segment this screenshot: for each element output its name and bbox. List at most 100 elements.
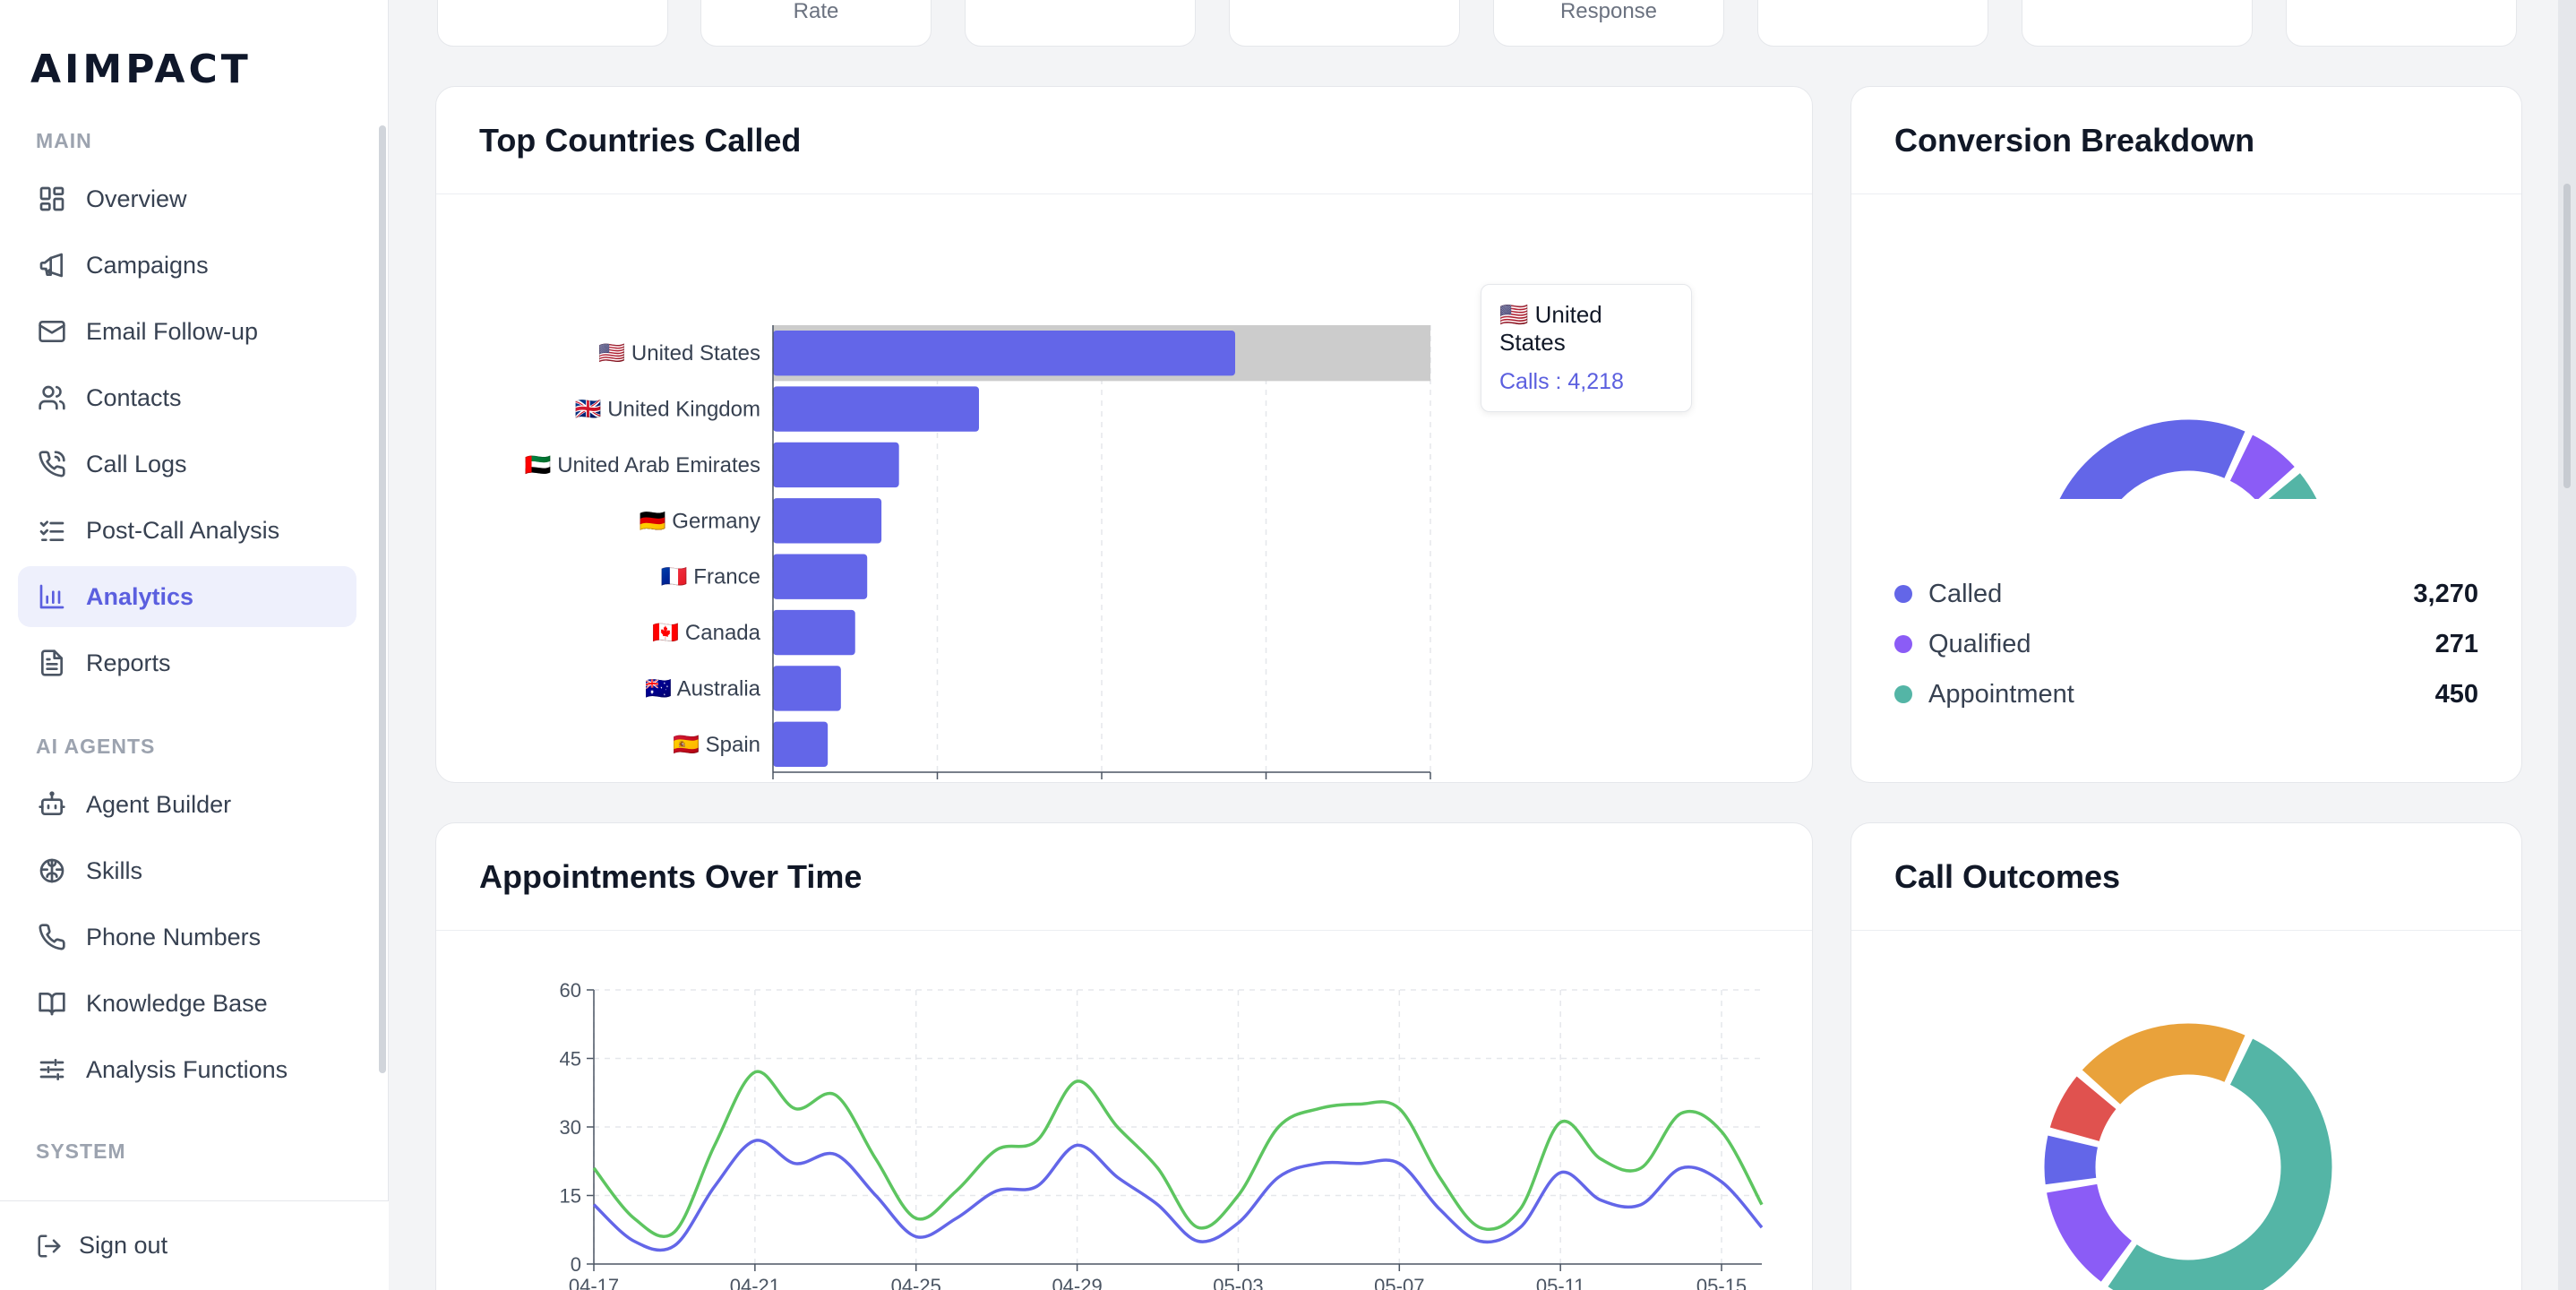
call-outcomes-panel: Call Outcomes	[1850, 822, 2522, 1290]
series-line	[592, 1070, 1764, 1239]
brain-icon	[36, 855, 68, 887]
sidebar-item-label: Knowledge Base	[86, 989, 268, 1017]
sidebar-item-contacts[interactable]: Contacts	[18, 367, 356, 428]
grid-icon	[36, 183, 68, 215]
sidebar-item-label: Campaigns	[86, 251, 209, 279]
page-scrollbar[interactable]	[2563, 184, 2571, 488]
sidebar-item-analysis-functions[interactable]: Analysis Functions	[18, 1039, 356, 1100]
log-out-icon	[38, 1234, 61, 1257]
category-label: 🇺🇸 United States	[598, 341, 760, 366]
appointments-line-chart[interactable]: 0 15 30 45 60 04-17 04-21 04-25 04-29 05-03 05-07 0…	[436, 931, 1813, 1290]
panel-header: Call Outcomes	[1851, 823, 2521, 931]
sign-out-button[interactable]: Sign out	[0, 1200, 389, 1290]
call-outcomes-donut-chart[interactable]	[1851, 931, 2522, 1290]
sidebar-item-label: Reports	[86, 649, 171, 676]
panel-title: Appointments Over Time	[479, 857, 863, 895]
file-text-icon	[36, 647, 68, 679]
legend-value: 450	[2434, 679, 2478, 709]
sidebar-item-email-follow-up[interactable]: Email Follow-up	[18, 301, 356, 362]
sidebar-item-skills[interactable]: Skills	[18, 840, 356, 901]
bar	[773, 609, 855, 656]
checklist-icon	[36, 514, 68, 546]
series-line	[592, 1139, 1764, 1252]
sidebar-item-label: Email Follow-up	[86, 317, 259, 345]
x-tick-label: 05-15	[1696, 1275, 1747, 1290]
category-label: 🇦🇪 United Arab Emirates	[525, 453, 760, 477]
section-label-ai-agents: AI AGENTS	[36, 735, 156, 758]
page-scroll-track	[2558, 0, 2576, 1290]
sidebar-item-label: Overview	[86, 185, 187, 212]
panel-header: Top Countries Called	[436, 87, 1812, 194]
sidebar-item-label: Phone Numbers	[86, 923, 262, 950]
bar	[773, 442, 899, 488]
y-tick-label: 60	[560, 979, 581, 1002]
app-logo[interactable]: AIMPACT	[30, 47, 252, 92]
sidebar: AIMPACT MAIN Overview Campaigns Email Fo…	[0, 0, 389, 1290]
bar	[773, 386, 979, 432]
sidebar-item-analytics[interactable]: Analytics	[18, 566, 356, 627]
bar	[773, 554, 868, 599]
stat-card	[2022, 0, 2253, 47]
top-countries-panel: Top Countries Called 🇺🇸 United States 🇬🇧 …	[435, 86, 1813, 783]
y-tick-label: 15	[560, 1185, 581, 1208]
sidebar-item-label: Skills	[86, 856, 143, 884]
y-tick-label: 30	[560, 1116, 581, 1139]
bot-icon	[36, 788, 68, 821]
category-label: 🇪🇸 Spain	[673, 733, 760, 757]
sidebar-item-overview[interactable]: Overview	[18, 168, 356, 229]
sidebar-item-call-logs[interactable]: Call Logs	[18, 434, 356, 494]
stat-card	[437, 0, 668, 47]
tooltip-value: Calls : 4,218	[1499, 369, 1624, 394]
stat-card: Rate	[700, 0, 932, 47]
x-tick-label: 04-25	[891, 1275, 941, 1290]
legend-name: Called	[1928, 579, 2003, 608]
donut-slice	[2043, 1181, 2136, 1286]
legend-value: 271	[2434, 629, 2478, 658]
phone-call-icon	[36, 448, 68, 480]
legend-item-qualified: Qualified 271	[1851, 626, 2521, 662]
legend-value: 3,270	[2413, 579, 2478, 608]
sidebar-item-campaigns[interactable]: Campaigns	[18, 235, 356, 296]
panel-title: Call Outcomes	[1894, 857, 2121, 895]
panel-title: Top Countries Called	[479, 121, 802, 159]
stat-label: Rate	[793, 0, 839, 23]
section-label-system: SYSTEM	[36, 1140, 126, 1163]
panel-header: Conversion Breakdown	[1851, 87, 2521, 194]
bar	[773, 498, 882, 544]
mail-icon	[36, 315, 68, 348]
sidebar-item-agent-builder[interactable]: Agent Builder	[18, 774, 356, 835]
x-tick-label: 04-29	[1052, 1275, 1102, 1290]
sidebar-item-phone-numbers[interactable]: Phone Numbers	[18, 907, 356, 968]
panel-title: Conversion Breakdown	[1894, 121, 2255, 159]
megaphone-icon	[36, 249, 68, 281]
category-label: 🇬🇧 United Kingdom	[575, 398, 760, 422]
stat-card	[1229, 0, 1460, 47]
x-tick-label: 04-17	[569, 1275, 619, 1290]
bar	[773, 331, 1236, 376]
book-icon	[36, 987, 68, 1019]
legend-name: Appointment	[1928, 679, 2074, 709]
sidebar-item-post-call-analysis[interactable]: Post-Call Analysis	[18, 500, 356, 561]
section-label-main: MAIN	[36, 129, 92, 152]
tooltip-country: 🇺🇸 United States	[1499, 301, 1602, 356]
top-countries-chart[interactable]: 🇺🇸 United States 🇬🇧 United Kingdom 🇦🇪 Unit…	[436, 194, 1813, 782]
chart-tooltip: 🇺🇸 United States Calls : 4,218	[1481, 284, 1692, 412]
appointments-over-time-panel: Appointments Over Time 0 15 30 45 60 04-17 04-…	[435, 822, 1813, 1290]
donut-slice	[2104, 1035, 2335, 1290]
donut-slice	[2226, 431, 2299, 499]
conversion-breakdown-panel: Conversion Breakdown Called 3,270 Qualif…	[1850, 86, 2522, 783]
category-label: 🇦🇺 Australia	[645, 675, 760, 701]
stat-card: Response	[1493, 0, 1724, 47]
category-label: 🇫🇷 France	[661, 565, 760, 589]
sidebar-item-knowledge-base[interactable]: Knowledge Base	[18, 973, 356, 1034]
category-label: 🇩🇪 Germany	[640, 509, 760, 533]
sidebar-scrollbar[interactable]	[379, 125, 386, 1073]
sidebar-item-reports[interactable]: Reports	[18, 632, 356, 693]
conversion-donut-chart[interactable]	[1851, 194, 2522, 499]
sidebar-item-label: Analysis Functions	[86, 1055, 288, 1083]
sliders-icon	[36, 1054, 68, 1086]
donut-slice	[2264, 469, 2320, 499]
x-tick-label: 05-11	[1536, 1275, 1585, 1290]
legend-dot	[1894, 585, 1912, 603]
x-tick-label: 05-03	[1213, 1275, 1263, 1290]
